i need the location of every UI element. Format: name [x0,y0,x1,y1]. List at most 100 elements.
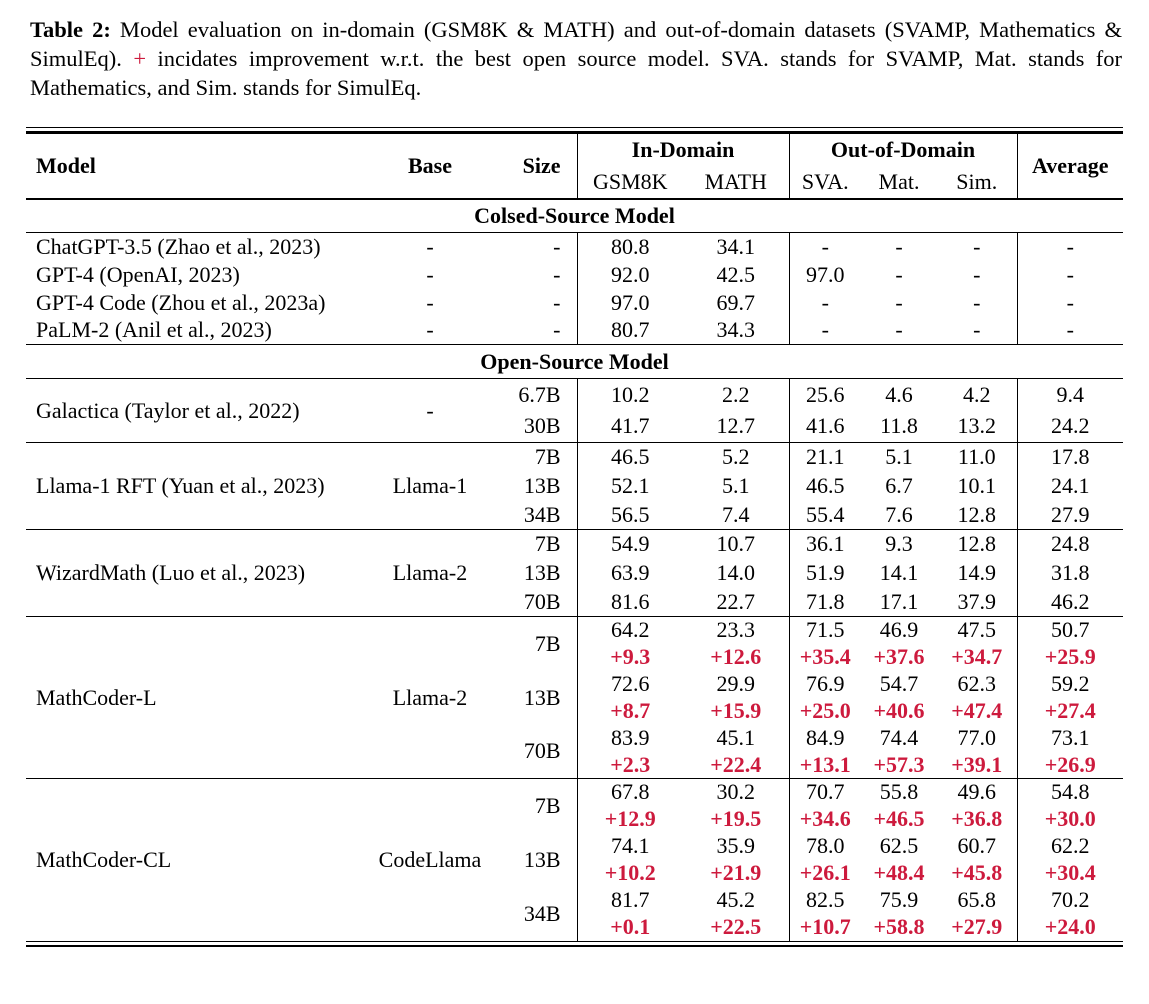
delta-cell: +0.1 [576,913,683,941]
score-cell: 74.1 [576,832,683,860]
table-row: PaLM-2 (Anil et al., 2023) - -80.7 34.3- - - - [26,316,1123,345]
caption-label: Table 2: [30,17,111,42]
score-cell: 24.2 [1016,410,1123,443]
score-cell: 75.9 [879,887,919,912]
delta-cell: +39.1 [951,751,1003,777]
table-row: MathCoder-CL CodeLlama 7B 67.8 30.2 70.7 55.8 4… [26,778,1123,941]
score-cell: 55.8 [861,778,937,806]
table-row-delta: +0.1 +22.5 +10.7 +58.8 +27.9 +24.0 [26,913,1123,941]
score-cell: 50.7 [1016,616,1123,644]
caption-text-1: Model evaluation on in-domain (GSM8K & M… [30,17,1122,71]
score-cell: - [1016,288,1123,317]
score-cell: 49.6 [937,778,1017,806]
table-row: Galactica (Taylor et al., 2022) -6.7B 10.2… [26,378,1123,443]
delta-cell: +10.7 [788,913,861,941]
col-header-math: MATH [683,166,789,200]
score-cell: 12.7 [716,413,756,439]
score-cell: 97.0 [576,288,683,317]
score-cell: 55.4 [788,500,861,530]
paper-page: Table 2: Model evaluation on in-domain (… [26,17,1123,948]
score-cell: 9.3 [861,529,937,559]
score-cell: 17.1 [879,588,919,614]
table-body: Colsed-Source Model ChatGPT-3.5 (Zhao et … [26,198,1123,941]
score-cell: 14.1 [879,560,919,585]
col-group-in-domain: In-Domain [576,133,789,167]
delta-cell: +26.9 [1016,751,1123,779]
table-row: WizardMath (Luo et al., 2023) Llama-2 7B 54… [26,529,1123,617]
size-cell: 13B [523,846,561,872]
score-cell: 27.9 [1016,500,1123,530]
score-cell: 24.8 [1016,529,1123,559]
score-cell: 10.2 [576,378,683,411]
score-cell: 65.8 [957,887,997,912]
table-row-delta: +2.3 +22.4 +13.1 +57.3 +39.1 +26.9 [26,751,1123,779]
score-cell: 81.7 [576,886,683,914]
model-cell: MathCoder-CL [26,778,371,941]
score-cell: 4.6 [861,378,937,411]
score-cell: 81.6 [576,587,683,617]
score-cell: 82.5 [788,886,861,914]
table-row: 13B 52.1 5.1 46.5 6.7 10.1 24.1 [26,471,1123,501]
score-cell: 11.8 [880,413,918,439]
delta-cell: +35.4 [788,643,861,671]
model-cell: ChatGPT-3.5 (Zhao et al., 2023) [26,232,371,261]
score-cell: 64.2 [576,616,683,644]
section-title: Colsed-Source Model [26,198,1123,233]
score-cell: 54.7 [879,671,919,696]
table-row: 70B 81.6 22.7 71.8 17.1 37.9 46.2 [26,587,1123,617]
size-cell: - [489,232,577,261]
score-cell: 56.5 [576,500,683,530]
model-cell: Galactica (Taylor et al., 2022) [26,378,371,443]
size-cell: 34B [523,900,561,926]
size-cell: 34B [523,501,561,527]
col-header-average: Average [1016,133,1123,200]
score-cell: 46.2 [1016,587,1123,617]
table-top-rule [26,126,1123,134]
model-cell: Llama-1 RFT (Yuan et al., 2023) [26,442,371,530]
score-cell: - [895,261,903,287]
score-cell: 62.3 [957,671,997,696]
delta-cell: +34.6 [788,805,861,833]
score-cell: 63.9 [576,558,683,588]
score-cell: 60.7 [957,833,997,858]
score-cell: 14.0 [716,560,756,585]
score-cell: 76.9 [788,670,861,698]
score-cell: 14.9 [957,560,997,585]
results-table: Model Base Size In-Domain Out-of-Domain … [26,133,1123,941]
score-cell: 4.2 [937,378,1017,411]
score-cell: 25.6 [788,378,861,411]
score-cell: 9.4 [1016,378,1123,411]
delta-cell: +37.6 [873,644,925,669]
section-title: Open-Source Model [26,344,1123,379]
score-cell: 97.0 [788,260,861,289]
model-cell: PaLM-2 (Anil et al., 2023) [36,317,272,343]
delta-cell: +36.8 [951,806,1003,831]
score-cell: 46.9 [861,616,937,644]
col-header-model: Model [26,133,371,200]
delta-cell: +57.3 [873,751,925,777]
delta-cell: +27.9 [951,914,1003,939]
score-cell: 71.8 [788,587,861,617]
score-cell: - [973,317,981,343]
score-cell: 54.8 [1016,778,1123,806]
base-cell: - [371,378,489,443]
table-row: 13B 72.6 29.9 76.9 54.7 62.3 59.2 [26,670,1123,710]
score-cell: 77.0 [957,725,997,750]
score-cell: 21.1 [788,442,861,472]
score-cell: 37.9 [957,588,997,614]
score-cell: 69.7 [716,289,756,315]
delta-cell: +10.2 [576,859,683,887]
score-cell: 30.2 [683,778,789,806]
model-cell: MathCoder-L [26,616,371,779]
size-cell: 70B [523,588,561,614]
score-cell: 62.2 [1016,832,1123,860]
caption-text-2: incidates improvement w.r.t. the best op… [30,45,1122,100]
base-cell: Llama-2 [371,529,489,617]
delta-cell: +27.4 [1016,697,1123,725]
score-cell: 70.2 [1016,886,1123,914]
score-cell: 74.4 [879,725,919,750]
score-cell: - [973,289,981,315]
table-row: 70B 83.9 45.1 84.9 74.4 77.0 73.1 [26,724,1123,763]
size-cell: 13B [523,684,561,710]
score-cell: - [1016,260,1123,289]
